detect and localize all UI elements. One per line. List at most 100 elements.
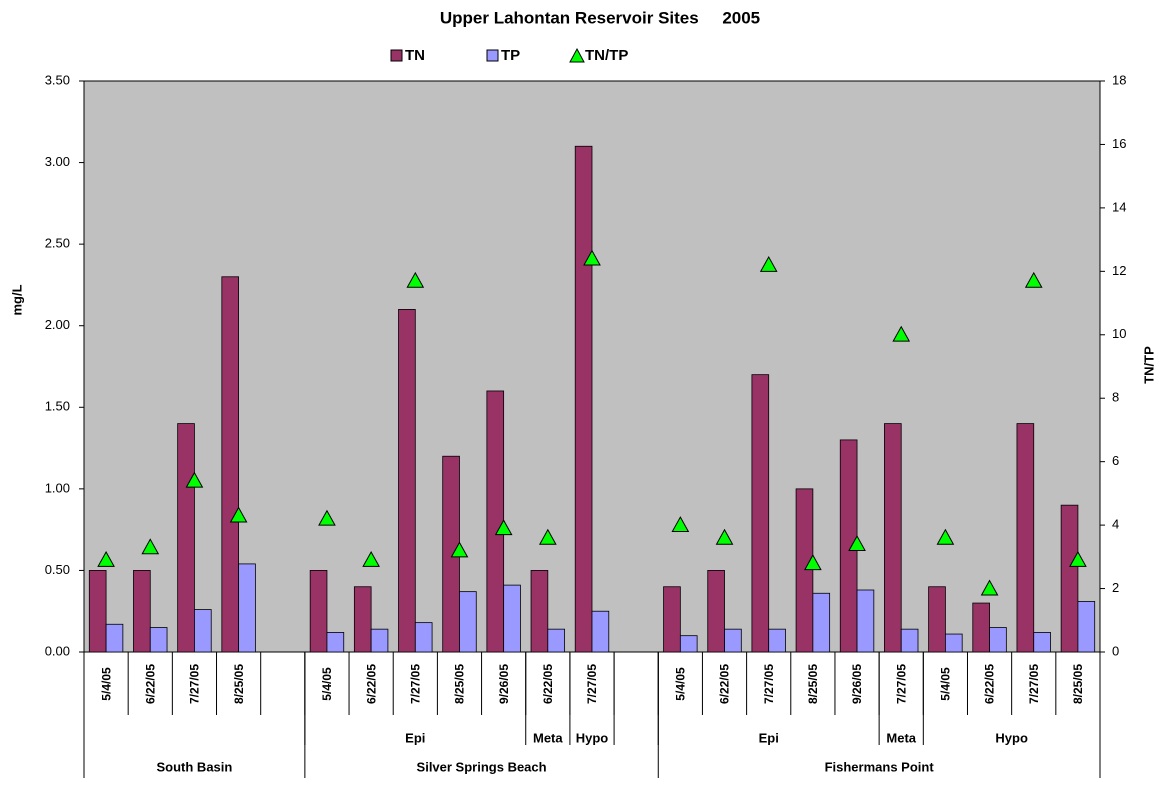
bar <box>795 488 814 653</box>
subgroup-label: Meta <box>886 730 916 745</box>
x-tick-label: 6/22/05 <box>364 664 378 704</box>
marker <box>980 579 999 596</box>
chart-title: Upper Lahontan Reservoir Sites 2005 <box>440 8 760 27</box>
legend-label: TP <box>501 47 520 64</box>
bar <box>884 423 902 653</box>
y2-tick-label: 14 <box>1112 199 1126 214</box>
marker <box>141 538 160 555</box>
x-tick-label: 7/27/05 <box>408 664 422 704</box>
bar <box>591 610 610 653</box>
bar <box>503 584 521 653</box>
bar <box>238 563 256 653</box>
legend-label: TN/TP <box>585 47 628 64</box>
bar <box>530 570 549 653</box>
bar <box>944 633 963 653</box>
x-tick-label: 9/26/05 <box>850 664 864 704</box>
bar <box>768 628 786 653</box>
subgroup-label: Hypo <box>995 730 1028 745</box>
y2-tick-label: 12 <box>1112 263 1126 278</box>
bar <box>547 628 566 653</box>
bar <box>326 632 345 653</box>
x-tick-label: 8/25/05 <box>1071 664 1085 704</box>
x-tick-label: 6/22/05 <box>983 664 997 704</box>
y-tick-label: 1.50 <box>45 399 70 414</box>
bar <box>309 570 328 653</box>
y-tick-label: 0.00 <box>45 643 70 658</box>
y2-tick-label: 8 <box>1112 390 1119 405</box>
subgroup-label: Epi <box>405 730 425 745</box>
x-tick-label: 7/27/05 <box>894 664 908 704</box>
bar <box>707 570 725 653</box>
marker <box>185 471 204 488</box>
bar <box>398 308 416 653</box>
marker <box>229 506 248 523</box>
bar <box>486 390 505 653</box>
y2-tick-label: 0 <box>1112 643 1119 658</box>
bar <box>149 627 168 653</box>
marker <box>671 516 690 533</box>
marker <box>406 271 425 288</box>
marker <box>450 541 469 558</box>
marker <box>362 550 380 567</box>
y-tick-label: 0.50 <box>45 562 70 577</box>
x-tick-label: 7/27/05 <box>1027 664 1041 704</box>
bar <box>856 589 875 653</box>
y-tick-label: 2.00 <box>45 317 70 332</box>
x-tick-label: 5/4/05 <box>99 667 113 701</box>
y-tick-label: 3.00 <box>45 154 70 169</box>
x-tick-label: 8/25/05 <box>806 664 820 704</box>
bar <box>353 586 372 653</box>
group-label: Silver Springs Beach <box>417 759 547 774</box>
y2-tick-label: 6 <box>1112 453 1119 468</box>
y2-tick-label: 16 <box>1112 136 1126 151</box>
bar <box>88 570 107 653</box>
x-tick-label: 7/27/05 <box>762 664 776 704</box>
marker <box>892 325 911 342</box>
x-tick-label: 8/25/05 <box>453 664 467 704</box>
x-tick-label: 7/27/05 <box>188 664 202 704</box>
group-label: South Basin <box>157 759 233 774</box>
bar <box>105 623 124 653</box>
legend-swatch <box>569 47 585 63</box>
bar <box>928 586 946 653</box>
marker <box>759 255 778 272</box>
bar <box>177 423 195 653</box>
subgroup-label: Hypo <box>576 730 609 745</box>
bar <box>1060 504 1079 653</box>
marker <box>848 535 866 552</box>
bar <box>574 145 593 653</box>
y2-tick-label: 10 <box>1112 326 1126 341</box>
bar <box>370 628 389 653</box>
marker <box>936 528 955 545</box>
marker <box>1069 550 1087 567</box>
x-tick-label: 7/27/05 <box>585 664 599 704</box>
bar <box>724 628 742 653</box>
bar <box>414 622 433 653</box>
group-label: Fishermans Point <box>825 759 935 774</box>
y2-axis-label: TN/TP <box>1141 346 1156 384</box>
x-tick-label: 9/26/05 <box>497 664 511 704</box>
x-tick-label: 5/4/05 <box>939 667 953 701</box>
marker <box>715 528 734 545</box>
bar <box>133 570 151 653</box>
bar <box>812 592 831 653</box>
bar <box>1016 423 1035 653</box>
bar <box>989 627 1007 653</box>
marker <box>583 249 601 266</box>
y-tick-label: 3.50 <box>45 72 70 87</box>
bar <box>194 609 212 653</box>
bar <box>972 602 990 653</box>
marker <box>804 554 822 571</box>
x-tick-label: 6/22/05 <box>143 664 157 704</box>
subgroup-label: Meta <box>533 730 563 745</box>
marker <box>1024 271 1043 288</box>
legend-swatch <box>390 49 403 62</box>
bar <box>751 374 770 653</box>
y2-tick-label: 4 <box>1112 517 1119 532</box>
bar <box>1033 632 1051 653</box>
marker <box>318 509 336 526</box>
x-tick-label: 5/4/05 <box>674 667 688 701</box>
x-tick-label: 6/22/05 <box>541 664 555 704</box>
y-tick-label: 2.50 <box>45 236 70 251</box>
